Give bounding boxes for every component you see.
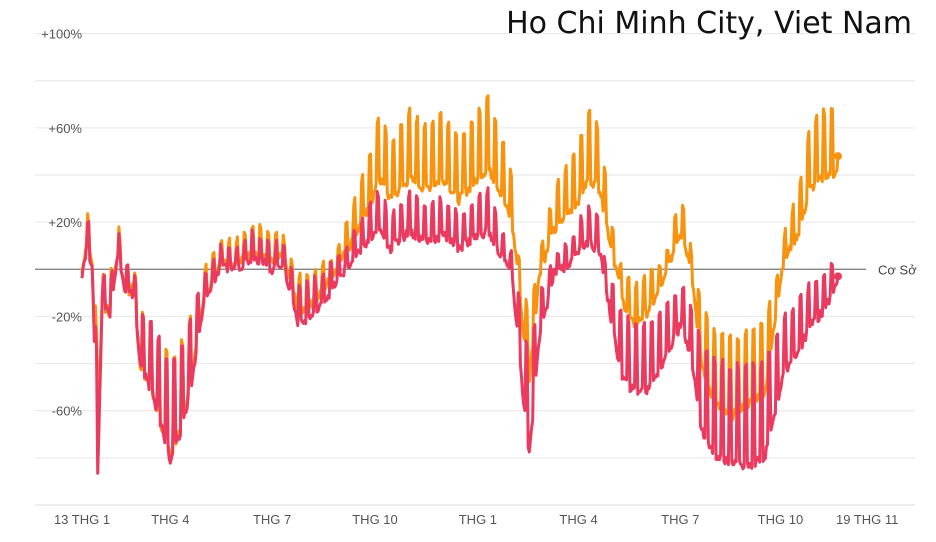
y-tick-label: +100% xyxy=(41,27,82,42)
series-lines xyxy=(80,94,842,475)
x-tick-label: THG 10 xyxy=(758,512,804,527)
y-tick-label: +60% xyxy=(48,121,82,136)
x-tick-label: 13 THG 1 xyxy=(54,512,110,527)
x-tick-label: THG 7 xyxy=(253,512,291,527)
baseline-label: Cơ Sở xyxy=(878,262,917,277)
x-axis-ticks: 13 THG 1 THG 4 THG 7 THG 10 THG 1 THG 4 THG 7 T… xyxy=(54,512,898,527)
y-tick-label: +20% xyxy=(48,215,82,230)
y-axis-ticks: +100% +60% +20% -20% -60% xyxy=(41,27,82,419)
x-tick-label: THG 4 xyxy=(151,512,189,527)
y-tick-label: -60% xyxy=(52,404,83,419)
x-tick-label: THG 7 xyxy=(661,512,699,527)
y-tick-label: -20% xyxy=(52,309,83,324)
series-line xyxy=(80,186,840,475)
series-end-point xyxy=(834,272,842,281)
x-tick-label: 19 THG 11 xyxy=(836,512,898,527)
x-tick-label: THG 1 xyxy=(459,512,497,527)
series-end-point xyxy=(834,152,842,161)
x-tick-label: THG 4 xyxy=(559,512,597,527)
x-tick-label: THG 10 xyxy=(352,512,398,527)
chart-title: Ho Chi Minh City, Viet Nam xyxy=(506,6,912,41)
